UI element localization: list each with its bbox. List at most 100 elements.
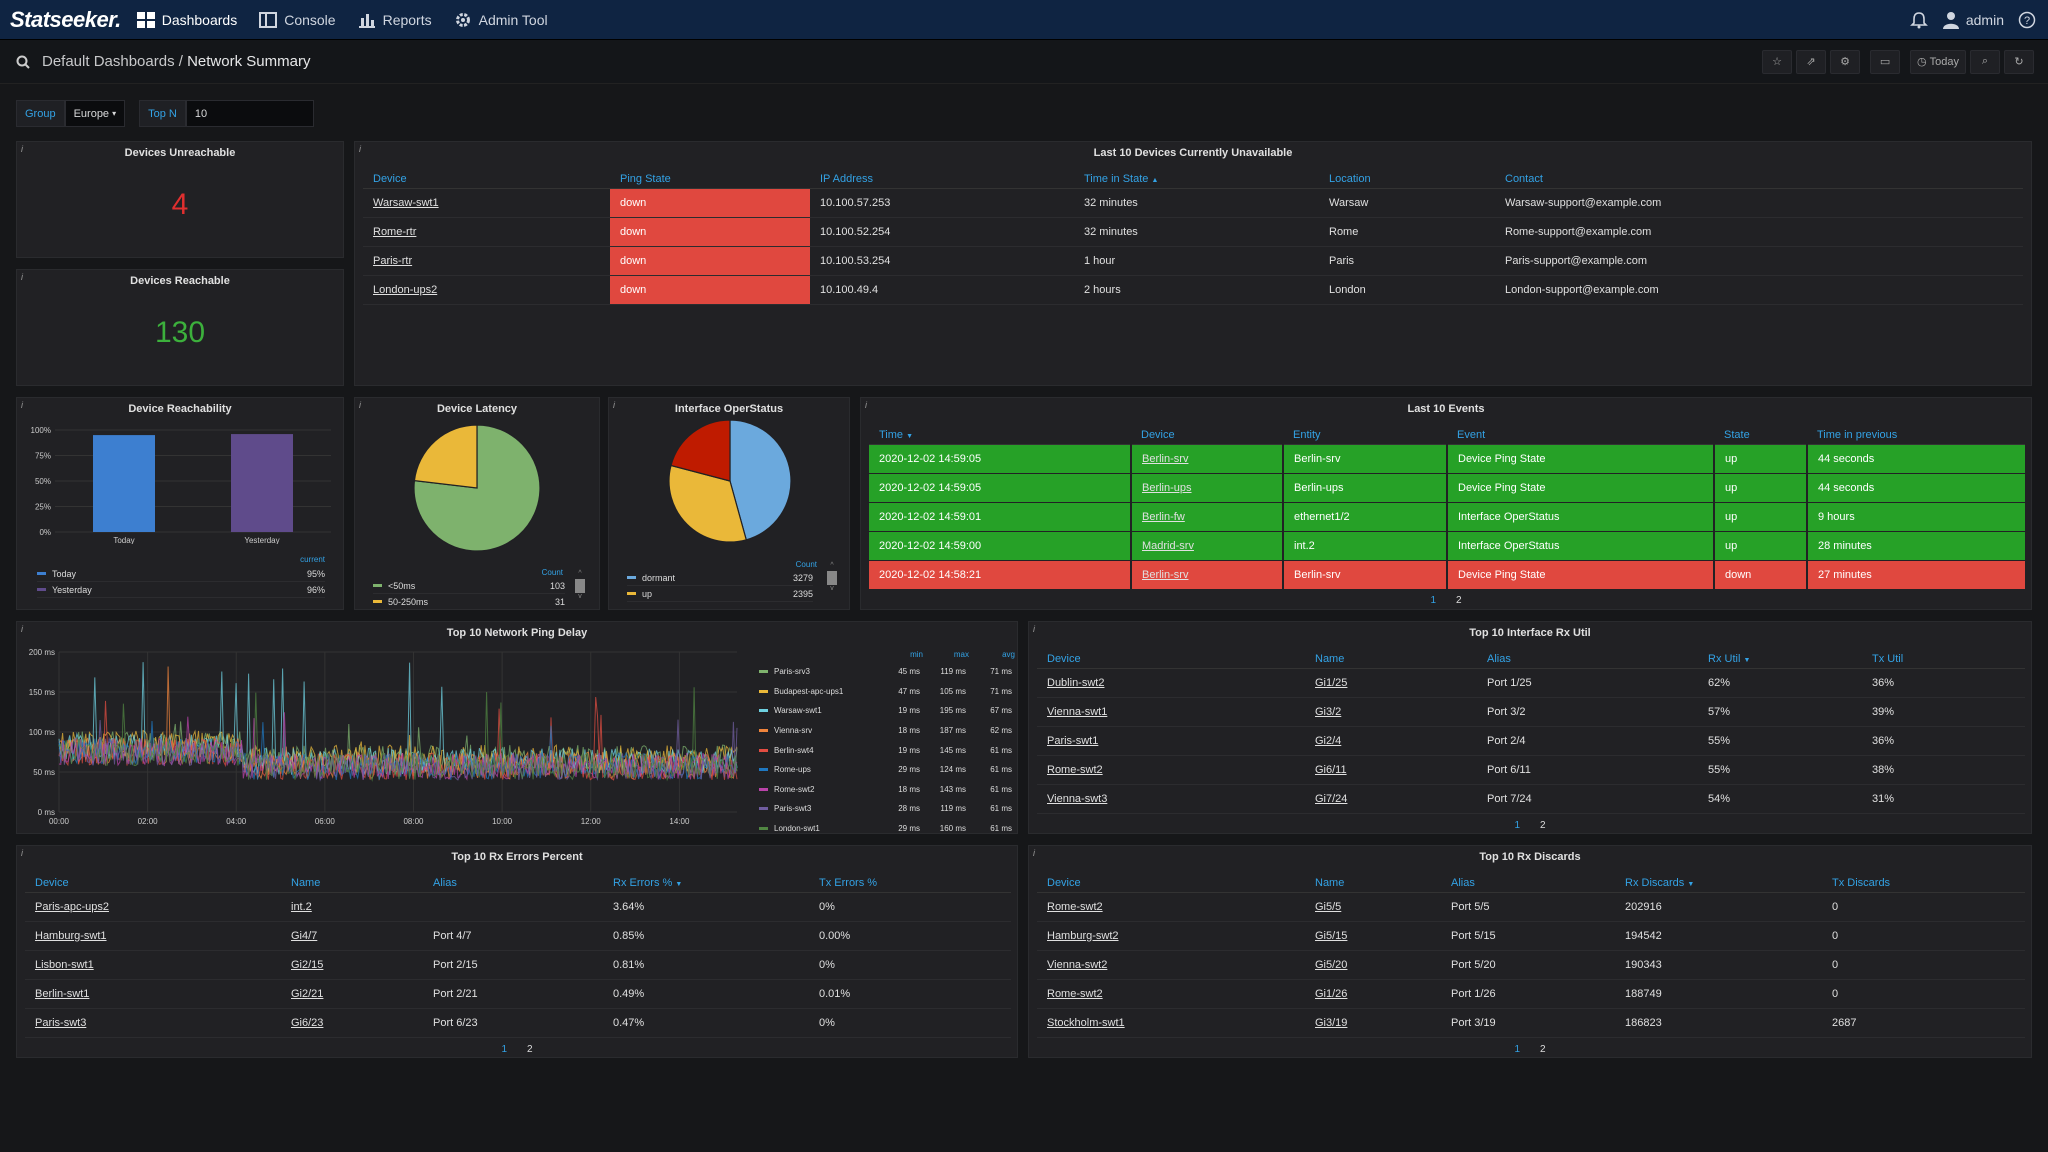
pie-slice-down[interactable] [670,420,731,482]
cell-link[interactable]: Stockholm-swt1 [1047,1016,1125,1029]
pie-slice-50ms[interactable] [413,424,541,552]
legend-item[interactable]: Rome-swt2 18 ms 143 ms 61 ms [759,780,1015,800]
cell-link[interactable]: Rome-swt2 [1047,900,1103,913]
legend-item[interactable]: Rome-ups 29 ms 124 ms 61 ms [759,760,1015,780]
cell-link[interactable]: Gi2/4 [1315,734,1342,747]
cell-link[interactable]: Gi7/24 [1315,792,1348,805]
info-icon[interactable]: i [21,624,23,634]
cell-link[interactable]: Gi4/7 [291,929,318,942]
pie-slice-up[interactable] [668,464,747,543]
column-header-tx-discards[interactable]: Tx Discards [1822,874,2025,893]
unreachable-count[interactable]: 4 [171,188,189,221]
column-header-alias[interactable]: Alias [423,874,603,893]
column-header-rx-errors[interactable]: Rx Errors % ▼ [603,874,809,893]
page-link-2[interactable]: 2 [1456,595,1462,606]
device-link[interactable]: Berlin-srv [1142,452,1189,465]
cell-link[interactable]: Gi2/15 [291,958,324,971]
refresh-button[interactable]: ↻ [2004,49,2034,74]
device-link[interactable]: Berlin-fw [1142,510,1185,523]
cell-link[interactable]: Hamburg-swt2 [1047,929,1119,942]
device-link[interactable]: Paris-rtr [373,254,413,267]
column-header-state[interactable]: State [1714,426,1807,445]
legend-item[interactable]: Today 95% [37,566,325,582]
column-header-location[interactable]: Location [1319,170,1495,189]
statseeker-logo[interactable]: Statseeker. [10,6,121,32]
device-link[interactable]: London-ups2 [373,283,438,296]
group-select[interactable]: Europe ▾ [64,100,126,127]
legend-scrollbar[interactable]: ^ v [827,562,837,598]
cell-link[interactable]: Lisbon-swt1 [35,958,94,971]
info-icon[interactable]: i [359,400,361,410]
reachable-count[interactable]: 130 [154,316,206,349]
user-menu[interactable]: admin [1942,11,2004,29]
column-header-device[interactable]: Device [1037,874,1305,893]
page-link-1[interactable]: 1 [1514,1044,1520,1055]
cell-link[interactable]: Paris-apc-ups2 [35,900,109,913]
time-picker-button[interactable]: ◷ Today [1910,49,1966,74]
column-header-device[interactable]: Device [1037,650,1305,669]
legend-item[interactable]: dormant 3279 [627,570,813,586]
device-link[interactable]: Berlin-ups [1142,481,1192,494]
page-link-2[interactable]: 2 [1540,820,1546,831]
info-icon[interactable]: i [21,144,23,154]
column-header-alias[interactable]: Alias [1441,874,1615,893]
info-icon[interactable]: i [1033,624,1035,634]
page-link-1[interactable]: 1 [501,1044,507,1055]
legend-item[interactable]: Vienna-srv 18 ms 187 ms 62 ms [759,721,1015,741]
page-link-2[interactable]: 2 [527,1044,533,1055]
info-icon[interactable]: i [613,400,615,410]
device-link[interactable]: Madrid-srv [1142,539,1194,552]
cell-link[interactable]: Gi1/25 [1315,676,1348,689]
column-header-tx-util[interactable]: Tx Util [1862,650,2025,669]
column-header-device[interactable]: Device [25,874,281,893]
help-icon[interactable]: ? [2018,11,2036,29]
cell-link[interactable]: Vienna-swt2 [1047,958,1108,971]
search-icon[interactable] [16,55,30,69]
cell-link[interactable]: Gi5/5 [1315,900,1342,913]
legend-item[interactable]: Budapest-apc-ups1 47 ms 105 ms 71 ms [759,682,1015,702]
cell-link[interactable]: Rome-swt2 [1047,987,1103,1000]
legend-item[interactable]: <50ms 103 [373,578,565,594]
zoom-out-button[interactable]: ⌕ [1970,49,2000,74]
column-header-time-in-previous[interactable]: Time in previous [1807,426,2026,445]
settings-button[interactable]: ⚙ [1830,49,1861,74]
column-header-name[interactable]: Name [1305,874,1441,893]
column-header-time[interactable]: Time ▼ [869,426,1131,445]
cell-link[interactable]: Rome-swt2 [1047,763,1103,776]
column-header-time-in-state[interactable]: Time in State ▲ [1074,170,1319,189]
legend-item[interactable]: Berlin-swt4 19 ms 145 ms 61 ms [759,740,1015,760]
page-link-1[interactable]: 1 [1430,595,1436,606]
column-header-device[interactable]: Device [363,170,610,189]
cell-link[interactable]: Vienna-swt3 [1047,792,1108,805]
nav-reports[interactable]: Reports [358,0,432,40]
nav-console[interactable]: Console [259,0,336,40]
bell-icon[interactable] [1909,11,1928,29]
column-header-rx-util[interactable]: Rx Util ▼ [1698,650,1862,669]
page-link-2[interactable]: 2 [1540,1044,1546,1055]
cell-link[interactable]: Dublin-swt2 [1047,676,1105,689]
info-icon[interactable]: i [865,400,867,410]
column-header-event[interactable]: Event [1447,426,1714,445]
column-header-contact[interactable]: Contact [1495,170,2023,189]
device-link[interactable]: Warsaw-swt1 [373,196,439,209]
info-icon[interactable]: i [359,144,361,154]
nav-dashboards[interactable]: Dashboards [136,0,237,40]
column-header-name[interactable]: Name [281,874,423,893]
legend-item[interactable]: Paris-srv3 45 ms 119 ms 71 ms [759,662,1015,682]
legend-item[interactable]: Yesterday 96% [37,582,325,598]
legend-item[interactable]: up 2395 [627,586,813,602]
column-header-name[interactable]: Name [1305,650,1477,669]
device-link[interactable]: Berlin-srv [1142,568,1189,581]
pie-slice-dormant[interactable] [729,420,792,541]
cell-link[interactable]: Gi3/2 [1315,705,1342,718]
column-header-rx-discards[interactable]: Rx Discards ▼ [1615,874,1822,893]
column-header-entity[interactable]: Entity [1283,426,1447,445]
cell-link[interactable]: Gi6/11 [1315,763,1347,776]
cell-link[interactable]: Hamburg-swt1 [35,929,107,942]
cell-link[interactable]: Berlin-swt1 [35,987,90,1000]
cell-link[interactable]: Gi2/21 [291,987,324,1000]
cell-link[interactable]: Gi5/20 [1315,958,1348,971]
column-header-ping-state[interactable]: Ping State [610,170,810,189]
share-button[interactable]: ⇗ [1796,49,1827,74]
pie-slice-50250ms[interactable] [413,424,478,489]
